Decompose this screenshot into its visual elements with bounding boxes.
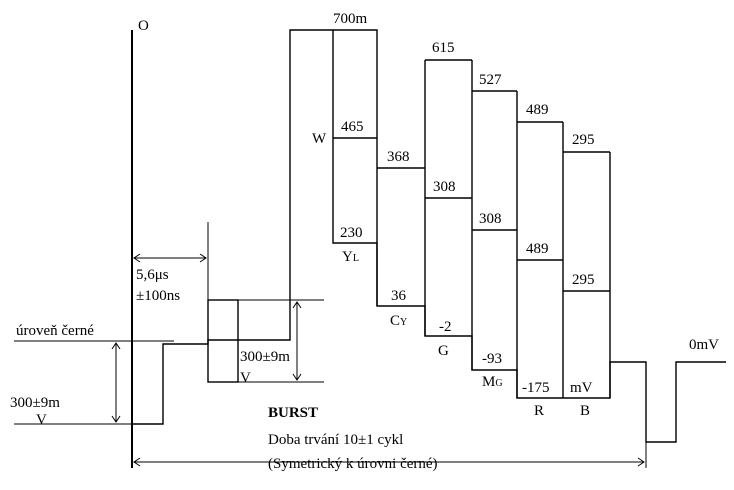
sync-amp-label-a: 300±9m	[10, 395, 60, 411]
bar-letter-Y: YL	[342, 249, 359, 265]
burst-duration: Doba trvání 10±1 cykl	[268, 432, 403, 448]
bar-letter-C: CY	[390, 313, 407, 329]
delay-label-a: 5,6μs	[136, 267, 169, 283]
bar-value-489-top: 489	[526, 102, 549, 118]
bar-letter-M: MG	[482, 374, 503, 390]
mv-unit-label: mV	[570, 380, 593, 396]
bar-1-outline	[333, 29, 378, 306]
bar-value-minus175: -175	[522, 380, 550, 396]
zero-label: 0mV	[689, 337, 719, 353]
bar-value-295-mid: 295	[572, 272, 595, 288]
bar-value-527: 527	[479, 72, 502, 88]
burst-amp-label-b: V	[240, 370, 251, 386]
sync-amp-label-b: V	[36, 412, 47, 428]
bar-value-308-a: 308	[433, 179, 456, 195]
delay-label-b: ±100ns	[136, 288, 180, 304]
top-label: 700m	[333, 11, 368, 27]
bar-letter-W: W	[312, 131, 327, 147]
burst-symmetry: (Symetrický k úrovni černé)	[268, 456, 438, 472]
bar-letter-R: R	[534, 403, 544, 419]
bar-value-36: 36	[391, 288, 407, 304]
bar-letter-G: G	[438, 343, 449, 359]
burst-rect	[207, 299, 239, 383]
burst-amp-label-a: 300±9m	[240, 349, 290, 365]
origin-label: O	[138, 18, 149, 34]
bar-letter-B: B	[580, 403, 590, 419]
bar-value-368: 368	[387, 149, 410, 165]
bar-value-295-top: 295	[572, 132, 595, 148]
bar-value-minus93: -93	[482, 351, 502, 367]
black-level-label: úroveň černé	[16, 323, 94, 339]
burst-title: BURST	[268, 405, 318, 421]
bar-value-615: 615	[432, 40, 455, 56]
bar-value-489-mid: 489	[526, 241, 549, 257]
bar-value-230: 230	[340, 225, 363, 241]
bar-value-308-b: 308	[479, 211, 502, 227]
bar-value-minus2: -2	[439, 319, 452, 335]
waveform-path	[132, 29, 726, 443]
bar-value-465: 465	[341, 119, 364, 135]
